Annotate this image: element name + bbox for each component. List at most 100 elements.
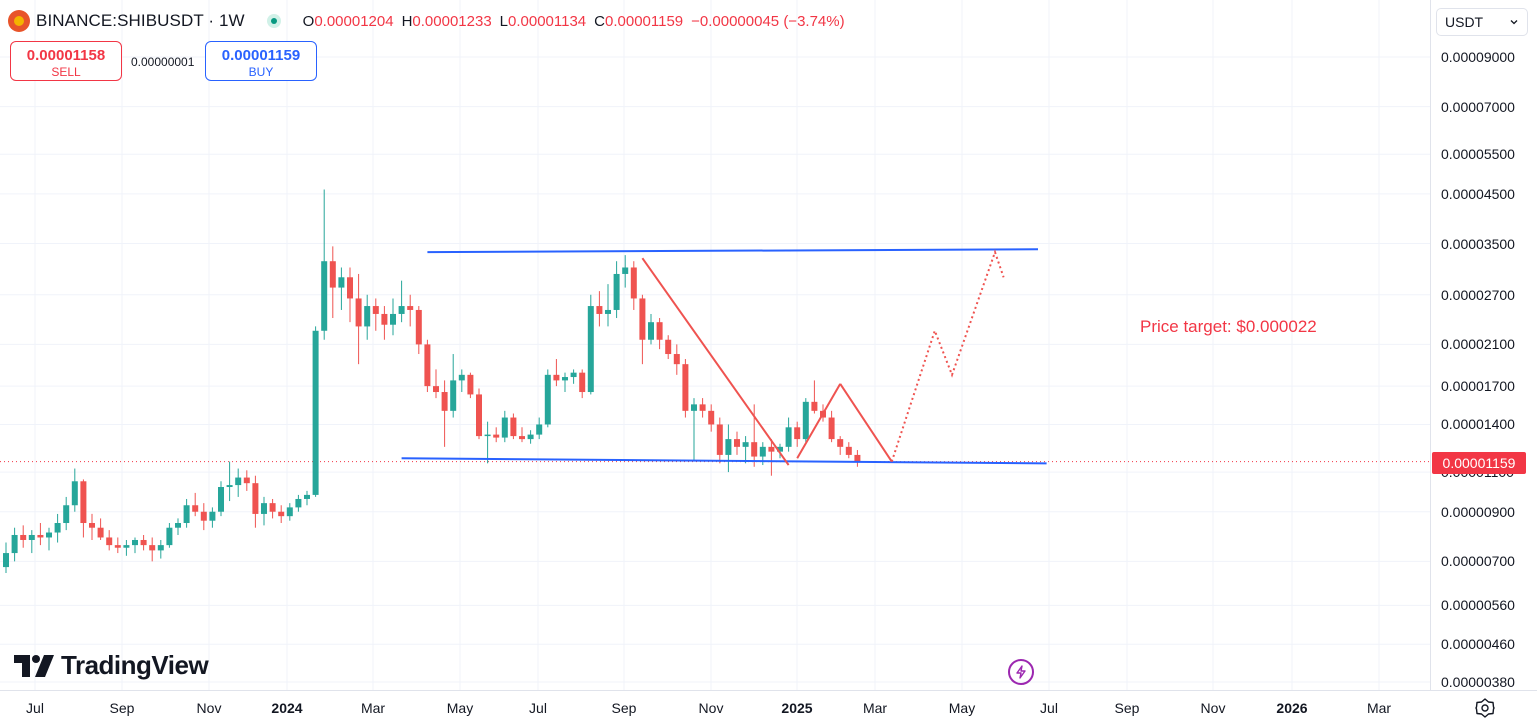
price-tick-label: 0.00000380 — [1441, 674, 1515, 690]
time-tick-label: Sep — [611, 700, 637, 716]
price-tick-label: 0.00002700 — [1441, 286, 1515, 303]
time-tick-label: Mar — [1366, 700, 1392, 716]
candle-body — [450, 380, 457, 411]
candle-body — [106, 537, 113, 546]
price-tick-label: 0.00001400 — [1441, 416, 1515, 433]
sell-price: 0.00001158 — [26, 47, 106, 64]
candle-body — [54, 523, 61, 533]
candle-body — [751, 442, 758, 457]
candle-body — [544, 374, 551, 425]
candle-body — [192, 505, 199, 512]
candle-body — [3, 553, 9, 568]
time-tick-label: May — [948, 700, 976, 716]
candle-body — [579, 372, 586, 393]
candle-body — [519, 436, 525, 440]
candle-body — [501, 417, 508, 438]
time-tick-label: Mar — [360, 700, 386, 716]
candle-body — [794, 427, 801, 440]
tradingview-name: TradingView — [61, 650, 209, 680]
candlestick-chart[interactable] — [0, 0, 1430, 690]
candle-body — [149, 545, 156, 551]
sell-button[interactable]: 0.00001158 SELL — [10, 41, 122, 81]
lightning-button[interactable] — [1008, 659, 1034, 685]
open-key: O — [302, 12, 315, 30]
candle-body — [553, 374, 560, 381]
candle-body — [347, 277, 353, 299]
price-axis[interactable] — [1430, 0, 1537, 690]
candle-body — [28, 534, 35, 540]
buy-price: 0.00001159 — [221, 47, 301, 64]
candle-body — [381, 313, 388, 325]
chevron-down-icon — [1510, 20, 1518, 25]
open-value: 0.00001204 — [314, 12, 394, 30]
candle-body — [37, 534, 44, 538]
candle-body — [845, 446, 852, 455]
price-tick-label: 0.00004500 — [1441, 185, 1515, 202]
time-tick-label: Nov — [1200, 700, 1226, 716]
price-tick-label: 0.00002100 — [1441, 336, 1515, 353]
candle-body — [218, 487, 224, 512]
candle-body — [854, 454, 861, 462]
candle-body — [630, 267, 637, 299]
candle-body — [682, 364, 689, 411]
price-target-annotation[interactable]: Price target: $0.000022 — [1140, 317, 1317, 336]
candle-body — [759, 446, 766, 457]
price-tick-label: 0.00001700 — [1441, 378, 1515, 395]
sell-label: SELL — [51, 65, 81, 79]
currency-label: USDT — [1445, 14, 1484, 30]
candle-body — [243, 477, 250, 484]
buy-label: BUY — [248, 65, 274, 79]
candle-body — [716, 424, 723, 455]
candle-body — [415, 309, 422, 345]
candle-body — [183, 505, 190, 524]
candle-body — [295, 498, 302, 508]
down-leg-line — [839, 383, 893, 463]
candle-body — [673, 354, 680, 365]
time-tick-label: Sep — [109, 700, 135, 716]
candle-body — [467, 374, 474, 395]
price-tick-label: 0.00003500 — [1441, 235, 1515, 252]
candle-body — [441, 392, 448, 411]
candle-body — [613, 273, 620, 310]
candle-body — [166, 527, 173, 546]
candle-body — [252, 483, 259, 514]
candle-body — [768, 446, 775, 452]
candle-body — [458, 374, 465, 381]
candle-body — [329, 261, 336, 288]
shib-coin-icon — [8, 10, 30, 32]
candle-body — [476, 394, 482, 437]
candle-body — [46, 532, 52, 538]
candle-body — [235, 477, 242, 486]
candle-body — [527, 434, 534, 440]
chart-area[interactable] — [0, 0, 1430, 690]
time-tick-label: Nov — [698, 700, 724, 716]
time-tick-label: 2024 — [271, 700, 303, 716]
low-key: L — [499, 12, 509, 30]
time-tick-label: 2025 — [781, 700, 813, 716]
candle-body — [89, 523, 95, 528]
candle-body — [132, 539, 138, 546]
tradingview-logo[interactable]: TradingView — [14, 650, 209, 681]
candle-body — [562, 377, 568, 381]
settings-button[interactable] — [1474, 697, 1496, 719]
candle-body — [71, 481, 78, 506]
price-tick-label: 0.00007000 — [1441, 98, 1515, 115]
tradingview-mark-icon — [14, 654, 54, 677]
price-tick-label: 0.00000560 — [1441, 597, 1515, 614]
candle-body — [837, 439, 844, 447]
candle-body — [123, 545, 130, 548]
time-tick-label: Jul — [529, 700, 547, 716]
price-tick-label: 0.00000700 — [1441, 553, 1515, 570]
candle-body — [484, 434, 491, 437]
buy-button[interactable]: 0.00001159 BUY — [205, 41, 317, 81]
candle-body — [226, 485, 233, 488]
candle-body — [622, 267, 629, 274]
candle-body — [261, 503, 267, 514]
candle-body — [742, 442, 749, 447]
projection-path — [890, 249, 1005, 462]
time-axis[interactable] — [0, 690, 1537, 727]
support-trendline — [401, 457, 1047, 465]
candle-body — [157, 545, 164, 551]
currency-select[interactable]: USDT — [1436, 8, 1528, 36]
symbol-title[interactable]: BINANCE:SHIBUSDT · 1W — [36, 11, 245, 30]
